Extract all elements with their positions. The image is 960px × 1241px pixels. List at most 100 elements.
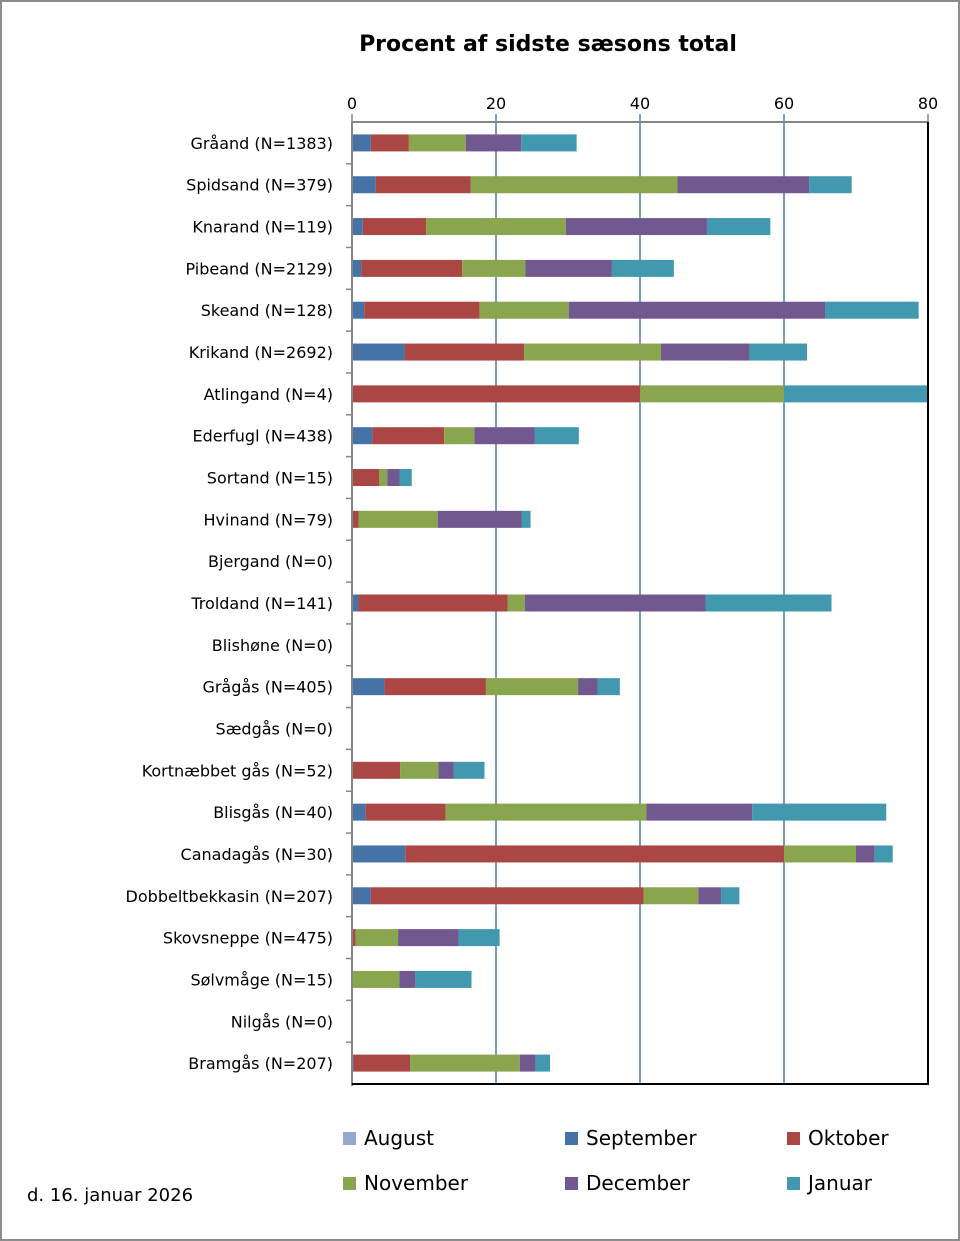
bar-segment-december [524, 594, 706, 612]
bar-segment-oktober [372, 427, 445, 445]
category-label: Sølvmåge (N=15) [190, 970, 333, 989]
legend-label-december: December [586, 1171, 690, 1195]
bar-segment-januar [535, 1054, 550, 1072]
category-label: Troldand (N=141) [190, 594, 333, 613]
bar-segment-oktober [352, 469, 380, 487]
bar-segment-januar [784, 385, 928, 403]
legend-item-august: August [343, 1126, 434, 1150]
legend-swatch-januar [787, 1176, 800, 1190]
bar-segment-januar [706, 218, 771, 236]
category-label: Knarand (N=119) [192, 218, 333, 237]
bar-segment-december [474, 427, 535, 445]
category-label: Krikand (N=2692) [189, 343, 333, 362]
bar-segment-januar [453, 761, 485, 779]
legend-swatch-september [565, 1131, 578, 1145]
bar-segment-november [352, 970, 400, 988]
legend-label-september: September [586, 1126, 697, 1150]
bar-segment-januar [597, 678, 620, 696]
bar-segment-december [578, 678, 598, 696]
category-label: Skeand (N=128) [201, 301, 333, 320]
bar-segment-november [643, 887, 699, 905]
bar-segment-december [677, 176, 810, 194]
bar-segment-januar [399, 469, 412, 487]
legend-item-september: September [565, 1126, 697, 1150]
bar-segment-oktober [370, 134, 409, 152]
bar-segment-oktober [362, 218, 427, 236]
legend-item-januar: Januar [787, 1171, 872, 1195]
bar-segment-september [352, 887, 371, 905]
bar-segment-november [640, 385, 784, 403]
bar-segment-november [784, 845, 856, 863]
bar-segment-januar [458, 929, 500, 947]
bar-segment-oktober [404, 343, 525, 361]
bar-segment-september [352, 301, 365, 319]
category-label: Blisgås (N=40) [213, 803, 333, 822]
legend-label-november: November [364, 1171, 469, 1195]
bar-segment-oktober [352, 929, 356, 947]
bar-segment-december [438, 761, 454, 779]
bar-segment-november [355, 929, 399, 947]
category-label: Kortnæbbet gås (N=52) [142, 761, 333, 780]
bar-segment-januar [415, 970, 472, 988]
legend-item-december: December [565, 1171, 690, 1195]
category-label: Bjergand (N=0) [208, 552, 333, 571]
bar-segment-november [408, 134, 466, 152]
bar-segment-november [485, 678, 579, 696]
bar-segment-september [352, 845, 406, 863]
bar-segment-oktober [361, 259, 463, 277]
category-label: Blishøne (N=0) [212, 636, 333, 655]
bar-segment-september [352, 259, 362, 277]
x-tick-label: 0 [347, 94, 357, 113]
legend-label-oktober: Oktober [808, 1126, 889, 1150]
category-label: Pibeand (N=2129) [185, 259, 333, 278]
bar-segment-januar [825, 301, 919, 319]
bar-segment-oktober [352, 761, 401, 779]
bar-segment-januar [752, 803, 887, 821]
category-label: Ederfugl (N=438) [192, 427, 333, 446]
bar-segment-januar [721, 887, 740, 905]
bar-segment-september [352, 218, 363, 236]
bar-segment-september [352, 594, 359, 612]
bar-segment-oktober [353, 1054, 411, 1072]
category-label: Nilgås (N=0) [231, 1012, 333, 1031]
x-tick-label: 20 [486, 94, 506, 113]
bar-segment-december [465, 134, 522, 152]
category-label: Atlingand (N=4) [204, 385, 333, 404]
bar-segment-november [379, 469, 388, 487]
bar-segment-september [352, 343, 405, 361]
bar-segment-september [352, 803, 366, 821]
bar-segment-december [568, 301, 826, 319]
bar-segment-december [519, 1054, 536, 1072]
category-label: Hvinand (N=79) [204, 510, 334, 529]
bar-segment-oktober [370, 887, 644, 905]
bars [352, 134, 928, 1072]
category-label: Grågås (N=405) [202, 678, 333, 697]
bar-segment-januar [705, 594, 832, 612]
category-label: Spidsand (N=379) [186, 176, 333, 195]
bar-segment-januar [534, 427, 579, 445]
legend-swatch-december [565, 1176, 578, 1190]
bar-segment-oktober [364, 301, 480, 319]
bar-segment-oktober [352, 385, 640, 403]
bar-segment-september [352, 427, 373, 445]
bar-segment-november [462, 259, 526, 277]
bar-segment-januar [611, 259, 674, 277]
bar-segment-november [507, 594, 525, 612]
bar-segment-januar [809, 176, 852, 194]
legend-label-januar: Januar [808, 1171, 872, 1195]
category-label: Sædgås (N=0) [216, 719, 333, 738]
bar-segment-december [437, 510, 522, 528]
bar-segment-november [400, 761, 439, 779]
bar-segment-december [698, 887, 722, 905]
bar-segment-oktober [375, 176, 471, 194]
bar-segment-oktober [405, 845, 784, 863]
bar-segment-januar [874, 845, 893, 863]
x-tick-label: 60 [774, 94, 794, 113]
bar-segment-november [410, 1054, 520, 1072]
bar-segment-oktober [384, 678, 486, 696]
bar-segment-september [352, 176, 376, 194]
bar-segment-oktober [365, 803, 446, 821]
category-label: Skovsneppe (N=475) [163, 929, 333, 948]
bar-segment-december [565, 218, 707, 236]
